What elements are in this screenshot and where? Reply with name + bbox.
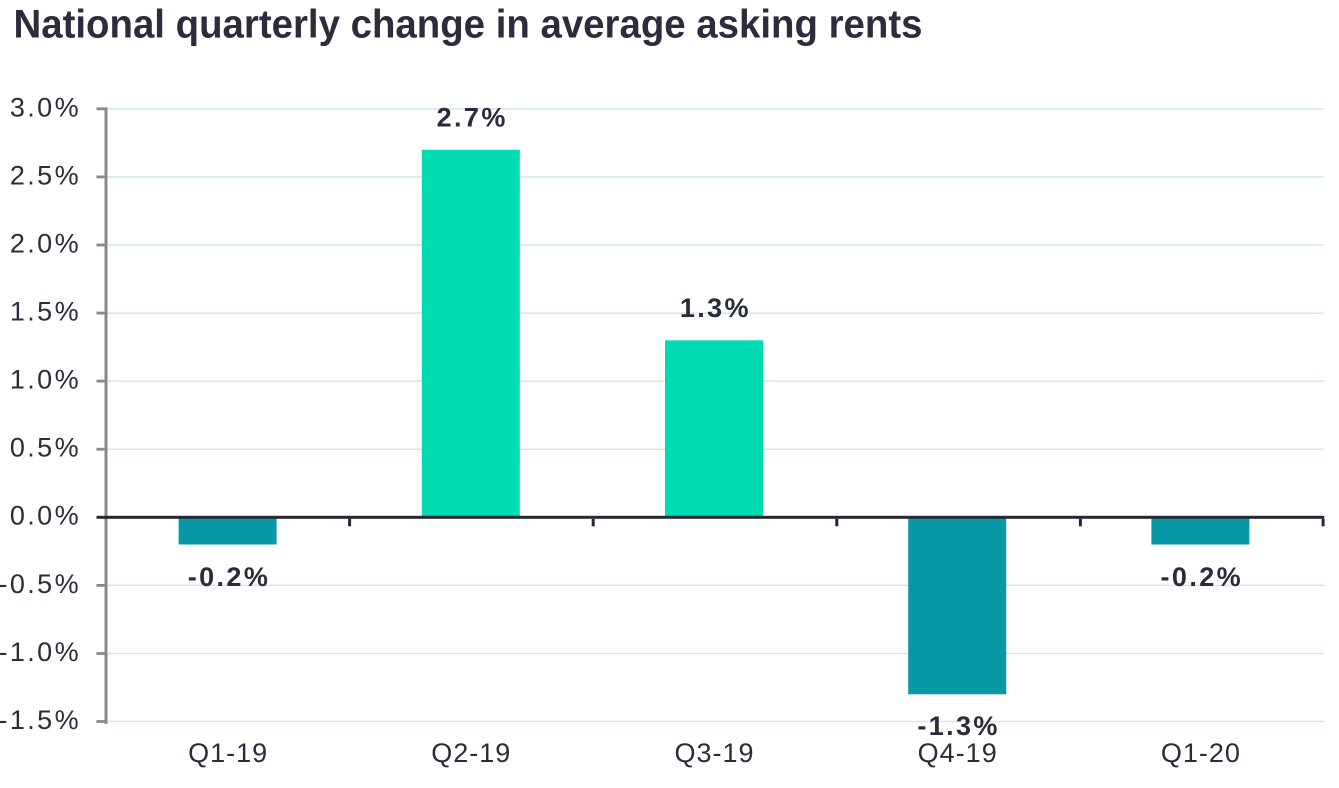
svg-text:-0.2%: -0.2% xyxy=(1161,562,1244,592)
svg-text:2.5%: 2.5% xyxy=(10,160,81,190)
svg-text:-0.5%: -0.5% xyxy=(0,569,81,599)
svg-text:-1.5%: -1.5% xyxy=(0,705,81,735)
svg-text:Q2-19: Q2-19 xyxy=(431,738,511,768)
svg-text:-0.2%: -0.2% xyxy=(188,562,271,592)
svg-text:2.0%: 2.0% xyxy=(10,228,81,258)
svg-text:National quarterly change in a: National quarterly change in average ask… xyxy=(14,3,923,47)
svg-text:3.0%: 3.0% xyxy=(10,92,81,122)
svg-text:Q3-19: Q3-19 xyxy=(674,738,754,768)
svg-text:Q4-19: Q4-19 xyxy=(918,738,998,768)
svg-text:Q1-19: Q1-19 xyxy=(188,738,268,768)
svg-text:1.0%: 1.0% xyxy=(10,365,81,395)
svg-text:Q1-20: Q1-20 xyxy=(1161,738,1241,768)
svg-text:0.5%: 0.5% xyxy=(10,433,81,463)
svg-text:-1.3%: -1.3% xyxy=(917,711,1000,741)
svg-text:-1.0%: -1.0% xyxy=(0,637,81,667)
svg-text:1.3%: 1.3% xyxy=(680,293,751,323)
svg-text:0.0%: 0.0% xyxy=(10,501,81,531)
svg-text:2.7%: 2.7% xyxy=(437,102,508,132)
svg-text:1.5%: 1.5% xyxy=(10,297,81,327)
